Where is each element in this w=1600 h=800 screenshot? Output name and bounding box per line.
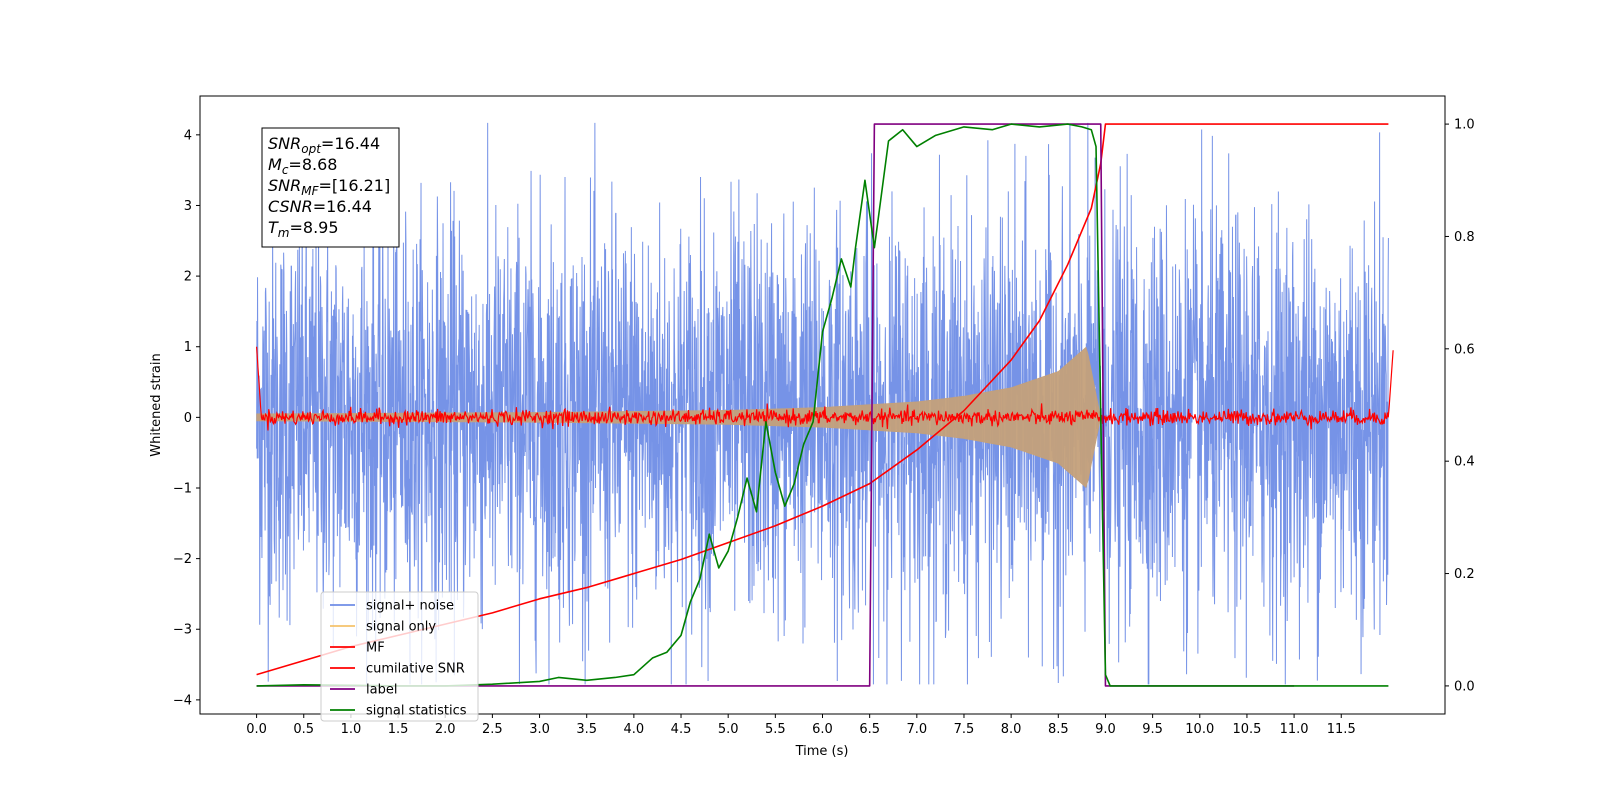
x-tick-label: 9.0 (1095, 722, 1116, 737)
x-axis-label: Time (s) (795, 744, 849, 759)
x-tick-label: 4.0 (624, 722, 645, 737)
info-box-line: Tm=8.95 (268, 218, 339, 240)
x-tick-label: 0.5 (293, 722, 314, 737)
y2-tick-label: 0.0 (1454, 679, 1475, 694)
y-tick-label: 1 (184, 340, 192, 355)
y-tick-label: −2 (173, 552, 192, 567)
info-box: SNRopt=16.44Mc=8.68SNRMF=[16.21]CSNR=16.… (261, 127, 400, 248)
series-signal-statistics-line (256, 123, 1389, 687)
y2-tick-label: 0.6 (1454, 342, 1475, 357)
x-tick-label: 9.5 (1142, 722, 1163, 737)
info-box-line: CSNR=16.44 (268, 197, 372, 216)
x-tick-label: 11.5 (1327, 722, 1356, 737)
series-signal-noise-line (256, 122, 1389, 685)
info-box-line: SNRMF=[16.21] (268, 176, 390, 198)
info-box-frame (261, 127, 400, 248)
y2-tick-label: 1.0 (1454, 118, 1475, 133)
x-tick-label: 2.5 (482, 722, 503, 737)
legend-label: signal statistics (366, 704, 467, 719)
x-tick-label: 5.0 (718, 722, 739, 737)
legend-label: signal+ noise (366, 599, 454, 614)
y2-axis: 0.0 0.2 0.4 0.6 0.8 1.0 (1445, 118, 1475, 694)
y-tick-label: −3 (173, 623, 192, 638)
legend-label: signal only (366, 620, 436, 635)
x-tick-label: 6.0 (812, 722, 833, 737)
y-axis-label: Whitened strain (149, 353, 164, 456)
y-tick-label: 0 (184, 411, 192, 426)
y-tick-label: 4 (184, 128, 192, 143)
legend-label: label (366, 683, 397, 698)
y-tick-label: −4 (173, 693, 192, 708)
x-tick-label: 10.0 (1185, 722, 1214, 737)
x-tick-label: 2.0 (435, 722, 456, 737)
x-tick-label: 4.5 (671, 722, 692, 737)
x-tick-label: 3.5 (576, 722, 597, 737)
x-tick-label: 6.5 (859, 722, 880, 737)
x-tick-label: 8.0 (1001, 722, 1022, 737)
y-axis: −4 −3 −2 −1 0 1 2 3 4 (173, 128, 200, 708)
x-tick-label: 10.5 (1232, 722, 1261, 737)
legend: signal+ noise signal only MF cumilative SNR… (320, 591, 479, 722)
info-box-line: Mc=8.68 (268, 155, 337, 177)
info-box-line: SNRopt=16.44 (268, 134, 380, 156)
series-mf-line (255, 346, 1394, 431)
y-tick-label: 2 (184, 270, 192, 285)
x-tick-label: 1.5 (388, 722, 409, 737)
x-tick-label: 5.5 (765, 722, 786, 737)
x-tick-label: 0.0 (246, 722, 267, 737)
x-tick-label: 3.0 (529, 722, 550, 737)
legend-label: MF (366, 641, 385, 656)
y-tick-label: 3 (184, 199, 192, 214)
legend-label: cumilative SNR (366, 662, 465, 677)
x-tick-label: 1.0 (341, 722, 362, 737)
y2-tick-label: 0.4 (1454, 455, 1475, 470)
x-tick-label: 11.0 (1280, 722, 1309, 737)
x-axis: 0.0 0.5 1.0 1.5 2.0 2.5 3.0 3.5 4.0 4.5 5.0 5.5 6.0 6… (246, 714, 1356, 737)
series-signal-only-area (256, 346, 1102, 488)
x-tick-label: 7.0 (906, 722, 927, 737)
legend-frame (320, 591, 479, 722)
x-tick-label: 7.5 (954, 722, 975, 737)
y2-tick-label: 0.8 (1454, 230, 1475, 245)
y2-tick-label: 0.2 (1454, 567, 1475, 582)
x-tick-label: 8.5 (1048, 722, 1069, 737)
y-tick-label: −1 (173, 481, 192, 496)
